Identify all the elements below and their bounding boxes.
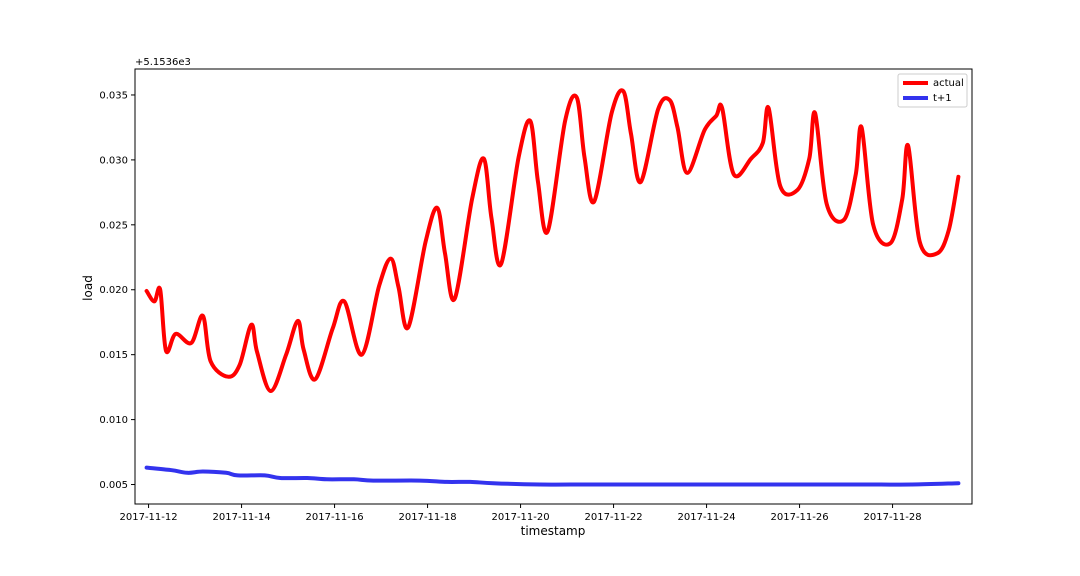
x-tick-label: 2017-11-24 [678, 512, 736, 523]
y-axis-label: load [81, 275, 95, 301]
y-axis: 0.005 0.010 0.015 0.020 0.025 0.030 0.035 [99, 90, 135, 491]
plot-area-frame [134, 68, 973, 505]
legend: actual t+1 [897, 73, 968, 108]
y-offset-label: +5.1536e3 [135, 57, 191, 68]
x-tick-label: 2017-11-16 [306, 512, 364, 523]
y-tick-label: 0.010 [99, 415, 128, 426]
x-tick-label: 2017-11-12 [120, 512, 178, 523]
series-line-actual [144, 88, 961, 393]
legend-label-actual: actual [933, 78, 964, 89]
series-line-t-plus-1 [144, 465, 961, 487]
y-tick-label: 0.035 [99, 90, 128, 101]
x-axis-label: timestamp [521, 524, 586, 538]
x-tick-label: 2017-11-22 [585, 512, 643, 523]
x-tick-label: 2017-11-28 [864, 512, 922, 523]
x-tick-label: 2017-11-26 [771, 512, 829, 523]
x-tick-label: 2017-11-14 [213, 512, 271, 523]
x-tick-label: 2017-11-20 [492, 512, 550, 523]
y-tick-label: 0.025 [99, 220, 128, 231]
series-layer [144, 88, 961, 487]
x-tick-label: 2017-11-18 [399, 512, 457, 523]
y-tick-label: 0.005 [99, 480, 128, 491]
legend-label-t-plus-1: t+1 [933, 93, 952, 104]
y-tick-label: 0.020 [99, 285, 128, 296]
x-axis: 2017-11-12 2017-11-14 2017-11-16 2017-11-18… [120, 504, 922, 523]
y-tick-label: 0.015 [99, 350, 128, 361]
y-tick-label: 0.030 [99, 155, 128, 166]
